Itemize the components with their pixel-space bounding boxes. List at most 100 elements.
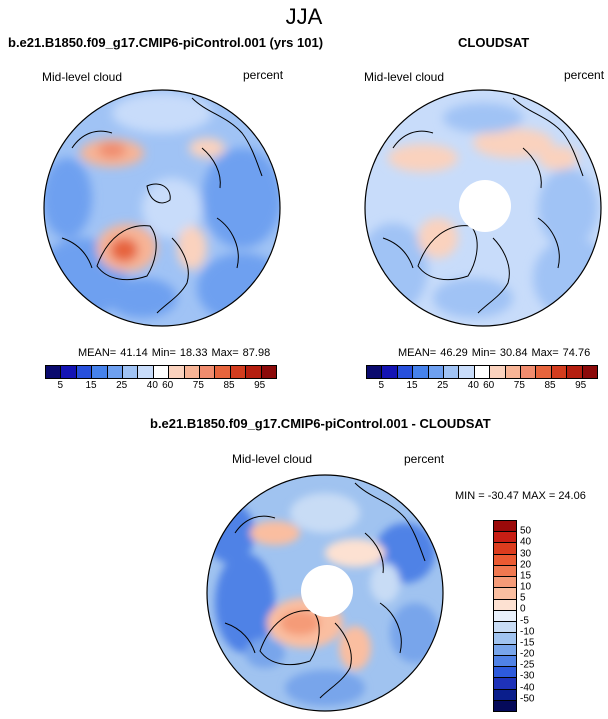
colorbar-swatch (494, 577, 516, 589)
colorbar-tick-label: -5 (520, 615, 529, 627)
colorbar-swatch (184, 366, 201, 378)
figure-title: JJA (285, 4, 323, 29)
colorbar-swatch (200, 366, 216, 378)
colorbar-tick-label: 15 (520, 570, 532, 582)
colorbar-tick-label: 15 (85, 380, 97, 391)
colorbar-tick-label: -25 (520, 659, 535, 671)
colorbar-tick-label: 95 (575, 380, 587, 391)
colorbar-swatch (582, 366, 598, 378)
coastline-outlines (224, 482, 426, 699)
colorbar-tick-label: 50 (520, 525, 532, 537)
panel-obs-variable-label: Mid-level cloud (364, 70, 445, 84)
colorbar-swatch (215, 366, 231, 378)
colorbar-swatch (413, 366, 429, 378)
colorbar-tick-label: 85 (544, 380, 556, 391)
colorbar-swatch (490, 366, 506, 378)
difference-field-patches (207, 493, 440, 706)
panel-obs-colorbar (366, 365, 598, 379)
colorbar-tick-label: 25 (437, 380, 449, 391)
diff-colorbar-ticks: 50 40 30 20 15 10 5 0 -5 -10 -15 -20 -25 -30 -40 -50 (520, 520, 560, 710)
colorbar-swatch (494, 543, 516, 555)
colorbar-swatch (505, 366, 522, 378)
colorbar-swatch (567, 366, 583, 378)
colorbar-swatch (169, 366, 185, 378)
panel-diff-units-label: percent (404, 452, 445, 466)
colorbar-swatch (494, 678, 516, 690)
coastline-outlines (61, 97, 263, 314)
colorbar-tick-label: 0 (520, 603, 526, 615)
colorbar-tick-label: -15 (520, 637, 535, 649)
panel-model-colorbar-ticks: 5 15 25 40 60 75 85 95 (45, 380, 275, 392)
colorbar-swatch (367, 366, 383, 378)
colorbar-swatch (494, 644, 516, 656)
colorbar-swatch (536, 366, 552, 378)
panel-model-colorbar (45, 365, 277, 379)
panel-diff-variable-label: Mid-level cloud (232, 452, 313, 466)
colorbar-swatch (494, 599, 516, 611)
colorbar-swatch (494, 554, 516, 566)
diff-colorbar (493, 520, 517, 712)
colorbar-swatch (494, 667, 516, 679)
colorbar-tick-label: 5 (520, 592, 526, 604)
colorbar-tick-label: 40 (520, 536, 532, 548)
colorbar-swatch (474, 366, 491, 378)
panel-obs-colorbar-ticks: 5 15 25 40 60 75 85 95 (366, 380, 596, 392)
diff-title: b.e21.B1850.f09_g17.CMIP6-piControl.001 … (150, 416, 491, 431)
colorbar-tick-label: 10 (520, 581, 532, 593)
colorbar-tick-label: 40 (467, 380, 479, 391)
panel-model-units-label: percent (243, 68, 284, 82)
diff-minmax-label: MIN = -30.47 MAX = 24.06 (455, 490, 586, 502)
panel-obs-stats: MEAN= 46.29 Min= 30.84 Max= 74.76 (398, 347, 591, 359)
map-boundary (43, 89, 281, 327)
colorbar-tick-label: -10 (520, 626, 535, 638)
colorbar-swatch (459, 366, 475, 378)
colorbar-swatch (92, 366, 108, 378)
colorbar-tick-label: 75 (192, 380, 204, 391)
panel-diff-map (206, 474, 444, 712)
colorbar-swatch (494, 689, 516, 701)
colorbar-tick-label: -20 (520, 648, 535, 660)
colorbar-tick-label: 75 (513, 380, 525, 391)
colorbar-tick-label: -40 (520, 682, 535, 694)
colorbar-swatch (261, 366, 277, 378)
colorbar-tick-label: 25 (116, 380, 128, 391)
colorbar-swatch (494, 610, 516, 623)
colorbar-tick-label: 40 (146, 380, 158, 391)
colorbar-swatch (382, 366, 398, 378)
colorbar-swatch (153, 366, 170, 378)
colorbar-swatch (494, 655, 516, 668)
colorbar-swatch (494, 633, 516, 645)
colorbar-swatch (494, 622, 516, 634)
colorbar-swatch (397, 366, 414, 378)
colorbar-swatch (46, 366, 62, 378)
map-boundary (206, 474, 444, 712)
panel-obs-title: CLOUDSAT (458, 35, 530, 50)
colorbar-tick-label: -30 (520, 670, 535, 682)
panel-model-variable-label: Mid-level cloud (42, 70, 123, 84)
colorbar-swatch (521, 366, 537, 378)
colorbar-swatch (494, 700, 516, 711)
colorbar-tick-label: 5 (57, 380, 64, 391)
panel-obs-units-label: percent (564, 68, 605, 82)
colorbar-swatch (428, 366, 445, 378)
colorbar-tick-label: 60 (162, 380, 174, 391)
colorbar-swatch (444, 366, 460, 378)
colorbar-swatch (123, 366, 139, 378)
missing-data-pole (301, 565, 353, 617)
colorbar-swatch (551, 366, 568, 378)
colorbar-swatch (494, 532, 516, 544)
colorbar-tick-label: 20 (520, 559, 532, 571)
colorbar-swatch (494, 521, 516, 533)
colorbar-tick-label: 85 (223, 380, 235, 391)
colorbar-tick-label: -50 (520, 693, 535, 705)
colorbar-swatch (138, 366, 154, 378)
colorbar-tick-label: 5 (378, 380, 385, 391)
colorbar-swatch (107, 366, 124, 378)
colorbar-tick-label: 30 (520, 548, 532, 560)
colorbar-swatch (61, 366, 77, 378)
panel-model-stats: MEAN= 41.14 Min= 18.33 Max= 87.98 (78, 347, 271, 359)
panel-model-title: b.e21.B1850.f09_g17.CMIP6-piControl.001 … (8, 35, 324, 50)
colorbar-swatch (230, 366, 247, 378)
colorbar-swatch (246, 366, 262, 378)
panel-obs-map (364, 89, 602, 327)
